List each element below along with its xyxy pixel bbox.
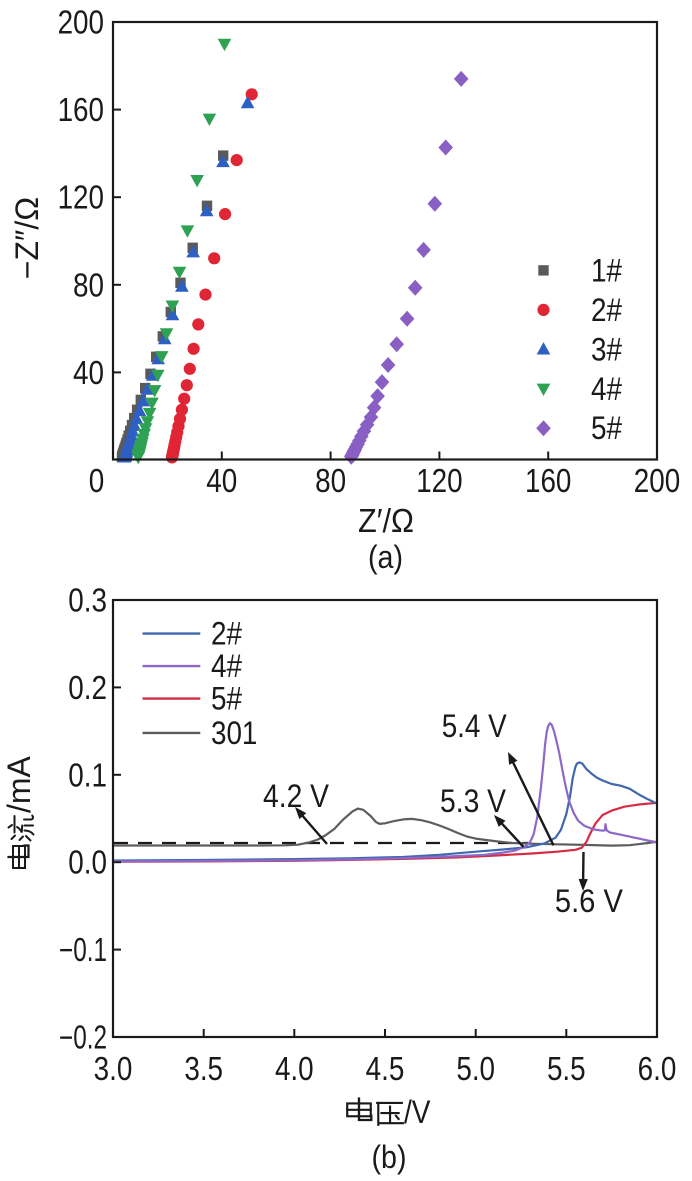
- svg-text:0.1: 0.1: [68, 756, 107, 793]
- svg-text:−Z″/Ω: −Z″/Ω: [9, 197, 45, 279]
- svg-text:80: 80: [73, 266, 104, 303]
- svg-text:Z′/Ω: Z′/Ω: [358, 502, 414, 539]
- svg-text:160: 160: [525, 462, 571, 499]
- svg-text:200: 200: [634, 462, 680, 499]
- svg-text:1#: 1#: [591, 252, 622, 288]
- svg-text:5#: 5#: [591, 410, 622, 446]
- svg-text:4#: 4#: [591, 371, 622, 407]
- svg-text:3.5: 3.5: [184, 1050, 223, 1087]
- svg-text:40: 40: [73, 354, 104, 391]
- svg-text:0.2: 0.2: [68, 669, 107, 706]
- svg-text:5.6 V: 5.6 V: [555, 883, 624, 919]
- svg-text:80: 80: [315, 462, 346, 499]
- svg-text:5.3 V: 5.3 V: [440, 783, 507, 819]
- svg-text:120: 120: [416, 462, 462, 499]
- svg-text:(b): (b): [372, 1139, 407, 1175]
- svg-text:301: 301: [211, 715, 257, 751]
- svg-text:5.5: 5.5: [547, 1050, 586, 1087]
- svg-text:200: 200: [58, 4, 104, 41]
- svg-text:4#: 4#: [211, 648, 242, 684]
- svg-text:3.0: 3.0: [94, 1050, 133, 1087]
- svg-text:0.0: 0.0: [68, 844, 107, 881]
- svg-text:/V: /V: [404, 1094, 431, 1130]
- svg-text:120: 120: [58, 179, 104, 216]
- svg-text:2#: 2#: [211, 616, 242, 652]
- svg-text:−0.2: −0.2: [59, 1019, 107, 1056]
- svg-text:5#: 5#: [211, 681, 242, 717]
- svg-text:4.5: 4.5: [366, 1050, 405, 1087]
- svg-text:2#: 2#: [591, 292, 622, 328]
- svg-text:(a): (a): [368, 539, 403, 575]
- svg-text:40: 40: [206, 462, 237, 499]
- svg-text:5.4 V: 5.4 V: [442, 708, 508, 744]
- svg-text:6.0: 6.0: [638, 1050, 677, 1087]
- svg-text:0.3: 0.3: [68, 582, 107, 619]
- svg-text:4.0: 4.0: [275, 1050, 314, 1087]
- svg-text:5.0: 5.0: [456, 1050, 495, 1087]
- svg-text:160: 160: [58, 91, 104, 128]
- svg-text:/mA: /mA: [1, 755, 37, 813]
- svg-text:0: 0: [89, 462, 105, 499]
- svg-text:4.2 V: 4.2 V: [263, 778, 330, 814]
- svg-text:3#: 3#: [591, 331, 622, 367]
- svg-text:−0.1: −0.1: [59, 931, 107, 968]
